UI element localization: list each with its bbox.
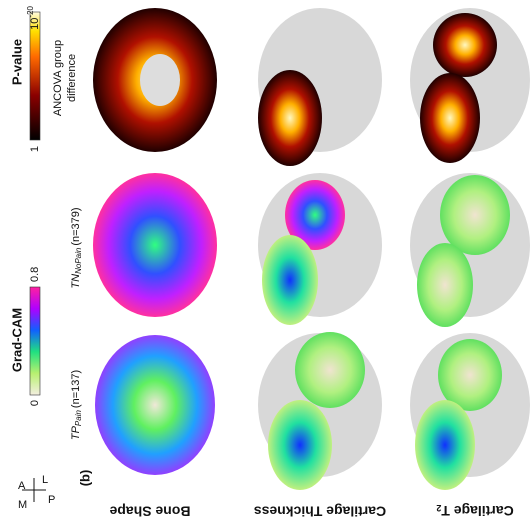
bone-tp-map	[95, 335, 215, 475]
t2-tp-map	[415, 400, 475, 490]
pvalue-low: 1	[29, 146, 41, 152]
row-label: Cartilage Thickness	[254, 503, 386, 519]
thickness-tn-map	[262, 235, 318, 325]
pvalue-high: 10-20	[26, 5, 41, 29]
row-label: Cartilage T2	[436, 503, 513, 520]
gradcam-low: 0	[29, 400, 41, 406]
t2-tn-map	[417, 243, 473, 327]
pvalue-caption: ANCOVA group	[52, 40, 64, 116]
t2-tn-map	[440, 175, 510, 255]
gradcam-colorbar	[30, 287, 40, 395]
knee-maps	[93, 8, 530, 490]
t2-pvalue-map	[433, 13, 497, 77]
pvalue-title: P-value	[9, 39, 24, 85]
group-subscript: Pain	[74, 410, 83, 427]
group-name: TP	[70, 425, 82, 440]
pvalue-high-base: 10	[29, 18, 41, 30]
group-label: TPPain (n=137)	[70, 370, 83, 440]
group-count: (n=379)	[70, 207, 82, 245]
thickness-tp-map	[268, 400, 332, 490]
orientation-l: L	[42, 474, 48, 486]
row-label: Bone Shape	[109, 503, 190, 519]
group-name: TN	[70, 274, 82, 289]
pvalue-high-exp: -20	[26, 5, 35, 17]
t2-pvalue-map	[420, 73, 480, 163]
group-label: TNNoPain (n=379)	[70, 207, 83, 288]
row-label-subscript: 2	[436, 503, 441, 513]
thickness-pvalue-map	[258, 70, 322, 166]
orientation-m: M	[18, 499, 27, 511]
bone-notch	[140, 54, 180, 106]
thickness-tp-map	[295, 332, 365, 408]
row-label-main: Cartilage T	[441, 503, 514, 519]
gradcam-high: 0.8	[29, 267, 41, 282]
bone-tn-map	[93, 173, 217, 317]
group-subscript: NoPain	[74, 247, 83, 274]
pvalue-colorbar	[30, 12, 40, 140]
pvalue-caption: difference	[66, 54, 78, 102]
orientation-p: P	[48, 494, 55, 506]
figure: P-value 1 10-20 ANCOVA group difference …	[0, 0, 531, 525]
orientation-a: A	[18, 480, 26, 492]
gradcam-title: Grad-CAM	[9, 308, 24, 372]
panel-label: (b)	[77, 470, 92, 487]
group-count: (n=137)	[70, 370, 82, 408]
